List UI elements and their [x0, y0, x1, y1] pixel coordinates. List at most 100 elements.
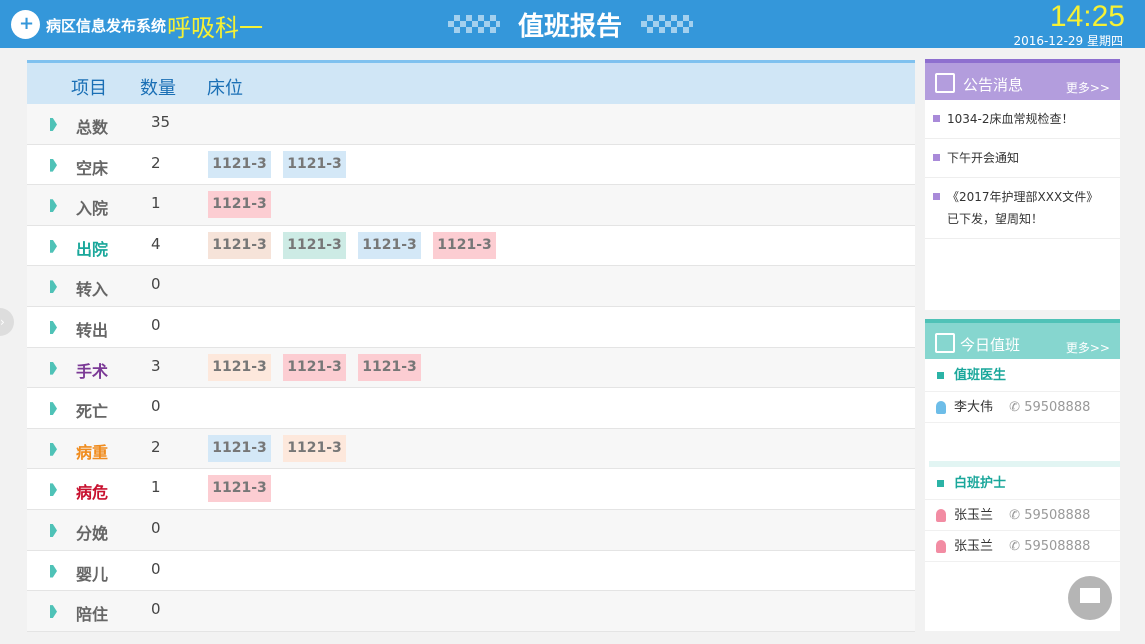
row-count: 1 — [151, 478, 161, 497]
row-label: 转入 — [76, 280, 109, 300]
row-arrow-icon — [50, 280, 57, 294]
bed-tag[interactable]: 1121-3 — [208, 434, 271, 462]
row-count: 0 — [151, 397, 161, 416]
table-row: 病危 1 1121-3 — [27, 469, 915, 510]
table-row: 陪住 0 — [27, 591, 915, 632]
row-arrow-icon — [50, 605, 57, 619]
row-label: 病危 — [76, 483, 109, 503]
notice-item[interactable]: 《2017年护理部XXX文件》已下发，望周知！ — [925, 178, 1120, 239]
phone-number: ✆ 59508888 — [1009, 508, 1091, 523]
row-arrow-icon — [50, 564, 57, 578]
bed-tag[interactable]: 1121-3 — [208, 353, 271, 381]
row-count: 3 — [151, 356, 161, 375]
phone-number: ✆ 59508888 — [1009, 539, 1091, 554]
bed-tag[interactable]: 1121-3 — [283, 231, 346, 259]
notice-title: 公告消息 — [963, 76, 1024, 94]
table-row: 空床 2 1121-3 1121-3 — [27, 145, 915, 186]
row-label: 婴儿 — [76, 564, 109, 584]
row-count: 0 — [151, 518, 161, 537]
bed-tag[interactable]: 1121-3 — [358, 353, 421, 381]
row-count: 2 — [151, 153, 161, 172]
phone-value: 59508888 — [1024, 508, 1091, 523]
bed-tag[interactable]: 1121-3 — [283, 150, 346, 178]
decor-checker-icon — [448, 15, 500, 33]
bed-tags: 1121-3 — [208, 191, 271, 219]
hospital-logo-icon — [11, 10, 40, 39]
row-arrow-icon — [50, 523, 57, 537]
doctor-icon — [936, 401, 946, 414]
phone-value: 59508888 — [1024, 400, 1091, 415]
bed-tags: 1121-3 1121-3 1121-3 1121-3 — [208, 231, 496, 259]
bed-tag[interactable]: 1121-3 — [283, 434, 346, 462]
row-count: 0 — [151, 315, 161, 334]
bed-tag[interactable]: 1121-3 — [208, 231, 271, 259]
row-label: 出院 — [76, 239, 109, 259]
calendar-icon — [935, 333, 955, 353]
table-row: 婴儿 0 — [27, 551, 915, 592]
clock-date: 2016-12-29 星期四 — [1013, 34, 1123, 48]
row-arrow-icon — [50, 442, 57, 456]
page-title: 值班报告 — [518, 12, 623, 42]
bed-tag[interactable]: 1121-3 — [433, 231, 496, 259]
decor-checker-icon — [641, 15, 693, 33]
row-label: 空床 — [76, 158, 109, 178]
nurse-icon — [936, 509, 946, 522]
row-label: 手术 — [76, 361, 109, 381]
section-divider — [929, 423, 1120, 467]
row-arrow-icon — [50, 199, 57, 213]
bed-tag[interactable]: 1121-3 — [358, 231, 421, 259]
presentation-button[interactable] — [1068, 576, 1112, 620]
row-count: 4 — [151, 234, 161, 253]
notice-item[interactable]: 下午开会通知 — [925, 139, 1120, 178]
nurse-item: 张玉兰 ✆ 59508888 — [925, 531, 1120, 562]
bed-tag[interactable]: 1121-3 — [208, 475, 271, 503]
table-row: 分娩 0 — [27, 509, 915, 551]
nurse-name: 张玉兰 — [954, 539, 994, 554]
row-arrow-icon — [50, 239, 57, 253]
column-header-count: 数量 — [140, 78, 176, 99]
row-count: 1 — [151, 194, 161, 213]
bed-tags: 1121-3 — [208, 475, 271, 503]
table-row: 死亡 0 — [27, 388, 915, 429]
system-name: 病区信息发布系统 — [46, 17, 167, 35]
row-count: 0 — [151, 559, 161, 578]
notice-item[interactable]: 1034-2床血常规检查！ — [925, 100, 1120, 139]
nurse-section-title: 白班护士 — [925, 467, 1120, 500]
duty-more-link[interactable]: 更多>> — [1065, 341, 1110, 355]
column-header-item: 项目 — [71, 78, 107, 99]
row-label: 分娩 — [76, 523, 109, 543]
row-arrow-icon — [50, 402, 57, 416]
phone-number: ✆ 59508888 — [1009, 400, 1091, 415]
row-label: 入院 — [76, 199, 109, 219]
clock-time: 14:25 — [1049, 0, 1125, 33]
bed-tag[interactable]: 1121-3 — [208, 191, 271, 219]
nurse-item: 张玉兰 ✆ 59508888 — [925, 500, 1120, 531]
table-row: 病重 2 1121-3 1121-3 — [27, 428, 915, 470]
table-row: 出院 4 1121-3 1121-3 1121-3 1121-3 — [27, 226, 915, 267]
department-name: 呼吸科一 — [167, 14, 263, 42]
duty-title: 今日值班 — [960, 336, 1021, 354]
megaphone-board-icon — [935, 73, 955, 93]
table-row: 转出 0 — [27, 307, 915, 348]
doctor-name: 李大伟 — [954, 400, 994, 415]
duty-report-table: 项目 数量 床位 总数 35 空床 2 1121-3 1121-3 入院 1 1121… — [27, 60, 915, 632]
table-row: 手术 3 1121-3 1121-3 1121-3 — [27, 347, 915, 389]
table-row: 入院 1 1121-3 — [27, 185, 915, 226]
notice-more-link[interactable]: 更多>> — [1065, 81, 1110, 95]
row-arrow-icon — [50, 320, 57, 334]
row-count: 0 — [151, 600, 161, 619]
bed-tags: 1121-3 1121-3 1121-3 — [208, 353, 421, 381]
row-arrow-icon — [50, 361, 57, 375]
row-count: 35 — [151, 113, 171, 131]
bed-tag[interactable]: 1121-3 — [208, 150, 271, 178]
table-row: 总数 35 — [27, 104, 915, 145]
expand-handle[interactable]: › — [0, 308, 14, 336]
bed-tags: 1121-3 1121-3 — [208, 434, 346, 462]
duty-panel: 今日值班 更多>> 值班医生 李大伟 ✆ 59508888 白班护士 张玉兰 ✆… — [925, 319, 1120, 631]
row-label: 总数 — [76, 118, 109, 137]
row-label: 陪住 — [76, 605, 109, 625]
bed-tag[interactable]: 1121-3 — [283, 353, 346, 381]
row-arrow-icon — [50, 483, 57, 497]
column-header-beds: 床位 — [207, 78, 243, 99]
row-arrow-icon — [50, 118, 57, 131]
